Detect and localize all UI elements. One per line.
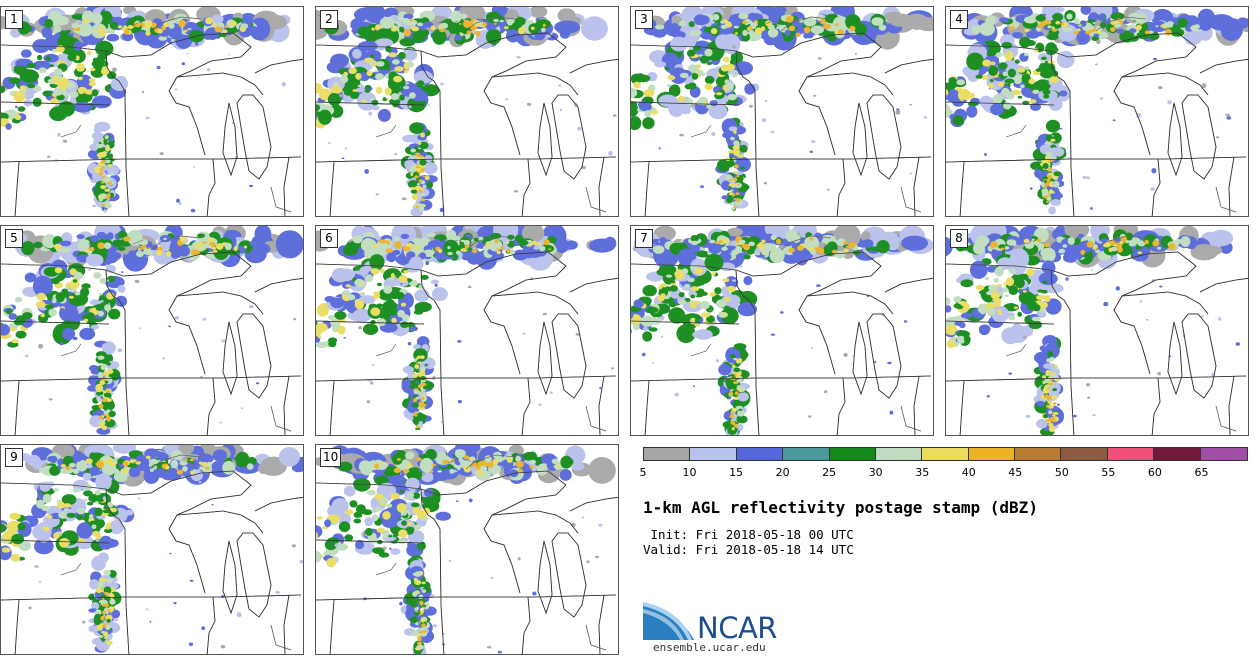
map-panel-8: 8	[945, 225, 1249, 436]
map-panel-6: 6	[315, 225, 619, 436]
colorbar-segment	[922, 448, 969, 460]
map-panel-10: 10	[315, 444, 619, 655]
map-panel-3: 3	[630, 6, 934, 217]
reflectivity-map	[1, 445, 303, 654]
colorbar-tick-label: 40	[961, 466, 976, 479]
map-panel-4: 4	[945, 6, 1249, 217]
colorbar-tick-label: 30	[868, 466, 883, 479]
reflectivity-map	[1, 226, 303, 435]
init-time: Init: Fri 2018-05-18 00 UTC	[643, 527, 854, 542]
map-panel-1: 1	[0, 6, 304, 217]
member-number-label: 10	[320, 448, 342, 467]
member-number-label: 2	[320, 10, 338, 29]
colorbar-segment	[690, 448, 737, 460]
colorbar-segment	[736, 448, 784, 460]
member-number-label: 6	[320, 229, 338, 248]
colorbar-tick-label: 55	[1101, 466, 1116, 479]
reflectivity-map	[946, 226, 1248, 435]
logo-wordmark: NCAR	[697, 611, 777, 645]
colorbar-tick-label: 10	[682, 466, 697, 479]
colorbar-segment	[783, 448, 830, 460]
colorbar-segment	[1061, 448, 1108, 460]
ncar-logo-icon	[643, 602, 694, 640]
reflectivity-map	[631, 226, 933, 435]
member-number-label: 1	[5, 10, 23, 29]
reflectivity-map	[316, 226, 618, 435]
reflectivity-map	[316, 7, 618, 216]
colorbar-tick-label: 20	[775, 466, 790, 479]
colorbar-tick-label: 15	[729, 466, 744, 479]
colorbar-tick-label: 65	[1194, 466, 1209, 479]
member-number-label: 8	[950, 229, 968, 248]
member-number-label: 5	[5, 229, 23, 248]
colorbar-tick-label: 25	[822, 466, 837, 479]
colorbar-segment	[829, 448, 876, 460]
colorbar-tick-label: 50	[1054, 466, 1069, 479]
map-panel-9: 9	[0, 444, 304, 655]
reflectivity-map	[631, 7, 933, 216]
reflectivity-map	[1, 7, 303, 216]
map-panel-7: 7	[630, 225, 934, 436]
colorbar-tick-label: 5	[639, 466, 647, 479]
colorbar-segment	[1107, 448, 1155, 460]
colorbar-segment	[1200, 448, 1247, 460]
colorbar-segment	[968, 448, 1015, 460]
colorbar-segment	[1015, 448, 1062, 460]
reflectivity-map	[946, 7, 1248, 216]
member-number-label: 7	[635, 229, 653, 248]
map-panel-2: 2	[315, 6, 619, 217]
colorbar-segment	[644, 448, 691, 460]
colorbar-tick-label: 35	[915, 466, 930, 479]
colorbar-segment	[875, 448, 923, 460]
colorbar-tick-label: 60	[1147, 466, 1162, 479]
member-number-label: 4	[950, 10, 968, 29]
reflectivity-colorbar	[643, 447, 1248, 461]
member-number-label: 3	[635, 10, 653, 29]
reflectivity-map	[316, 445, 618, 654]
website-label: ensemble.ucar.edu	[653, 641, 766, 654]
map-panel-5: 5	[0, 225, 304, 436]
plot-title: 1-km AGL reflectivity postage stamp (dBZ…	[643, 498, 1038, 517]
colorbar-segment	[1154, 448, 1201, 460]
member-number-label: 9	[5, 448, 23, 467]
colorbar-tick-label: 45	[1008, 466, 1023, 479]
valid-time: Valid: Fri 2018-05-18 14 UTC	[643, 542, 854, 557]
